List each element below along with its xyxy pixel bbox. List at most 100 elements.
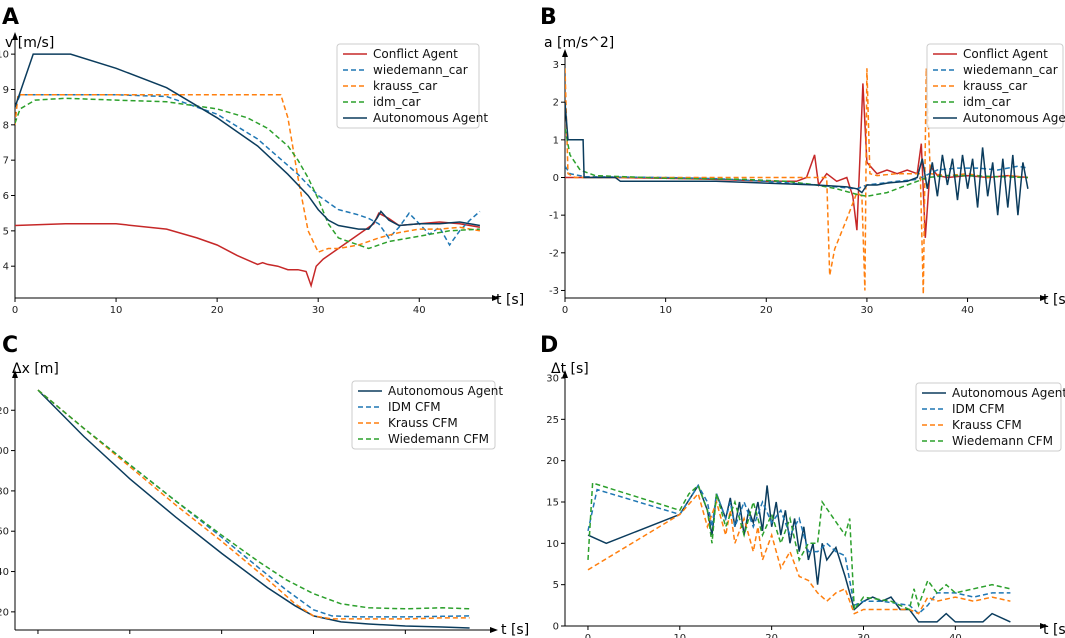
panel-a-x-tick-label: 10	[110, 305, 123, 316]
panel-a-x-arrow	[492, 295, 500, 301]
panel-a-y-arrow	[12, 32, 18, 40]
panel-d-legend-entry: Krauss CFM	[952, 418, 1022, 432]
panel-d-legend-box	[915, 382, 1062, 452]
panel-a-letter: A	[2, 5, 19, 30]
panel-c-legend-box	[351, 380, 496, 450]
panel-b-legend-box	[926, 43, 1064, 129]
panel-c-y-tick-label: 40	[0, 567, 9, 578]
panel-c-legend-entry: Autonomous Agent	[388, 384, 503, 398]
panel-b: Ba [m/s^2] t [s] 0 10 20 30 40 -3 -2 -1 0 1 2 3 Confli…	[540, 5, 1065, 316]
panel-c-series-krauss-cfm	[37, 389, 470, 620]
panel-a-y-tick-label: 7	[3, 156, 9, 167]
panel-d-y-tick-label: 5	[553, 580, 559, 591]
panel-b-series-idm-car	[565, 128, 1028, 198]
panel-a-series-wiedemann-car	[15, 94, 481, 247]
panel-a-y-tick-label: 6	[3, 191, 9, 202]
panel-b-legend-entry: idm_car	[963, 95, 1011, 109]
panel-a-x-tick-label: 40	[413, 305, 426, 316]
panel-b-x-tick-label: 30	[861, 305, 874, 316]
panel-c-letter: C	[2, 333, 18, 358]
panel-d-y-tick-label: 30	[546, 374, 559, 385]
panel-a-x-tick-label: 30	[312, 305, 325, 316]
panel-a-legend: Conflict Agent wiedemann_car krauss_caridm…	[336, 43, 488, 129]
panel-c-x-arrow	[490, 627, 498, 633]
panel-a-y-label: v [m/s]	[5, 35, 54, 51]
panel-b-legend-entry: krauss_car	[963, 79, 1027, 93]
panel-a: Av [m/s] t [s] 0 10 20 30 40 4 5 6 7 8 9 10 Conflict A…	[0, 5, 524, 316]
panel-d-y-tick-label: 10	[546, 539, 559, 550]
panel-a-y-tick-label: 5	[3, 226, 9, 237]
panel-a-x-tick-label: 20	[211, 305, 224, 316]
panel-a-legend-entry: krauss_car	[373, 79, 437, 93]
panel-a-legend-entry: Autonomous Agent	[373, 111, 488, 125]
panel-b-y-arrow	[562, 49, 568, 57]
panel-a-series-idm-car	[15, 97, 480, 250]
panel-b-y-tick-label: 2	[553, 98, 559, 109]
panel-d-x-label: t [s]	[1043, 622, 1065, 638]
panel-d-series-krauss-cfm	[587, 492, 1011, 615]
panel-b-series-conflict-agent	[565, 83, 1028, 238]
panel-b-x-tick-label: 20	[760, 305, 773, 316]
panel-b-series-autonomous-agent	[565, 102, 1029, 216]
panel-a-legend-entry: Conflict Agent	[373, 47, 458, 61]
panel-b-y-label: a [m/s^2]	[544, 35, 614, 51]
panel-b-x-arrow	[1040, 295, 1048, 301]
panel-b-y-tick-label: -2	[549, 248, 559, 259]
panel-d-x-arrow	[1040, 623, 1048, 629]
panel-c-series-wiedemann-cfm	[37, 389, 470, 610]
panel-c-y-label: Δx [m]	[12, 361, 59, 377]
panel-a-series-autonomous-agent	[15, 53, 481, 230]
panel-b-y-tick-label: -1	[549, 211, 559, 222]
panel-a-legend-box	[336, 43, 480, 129]
panel-c-y-tick-label: 120	[0, 406, 9, 417]
panel-c-x-label: t [s]	[501, 622, 529, 638]
panel-c: CΔx [m]t [s]01020304020406080100120Auton…	[0, 333, 529, 638]
panel-d-legend-entry: IDM CFM	[952, 402, 1005, 416]
panel-b-y-tick-label: -3	[549, 286, 559, 297]
panel-a-legend-entry: idm_car	[373, 95, 421, 109]
panel-d-letter: D	[540, 333, 558, 358]
panel-c-y-tick-label: 20	[0, 607, 9, 618]
panel-b-legend: Conflict Agent wiedemann_car krauss_caridm…	[926, 43, 1065, 129]
panel-a-x-tick-label: 0	[12, 305, 18, 316]
panel-c-y-arrow	[12, 370, 18, 378]
panel-a-x-label: t [s]	[496, 292, 524, 308]
panel-a-series-krauss-car	[15, 94, 481, 254]
panel-d-y-tick-label: 20	[546, 456, 559, 467]
panel-c-legend-entry: Wiedemann CFM	[388, 432, 489, 446]
panel-c-y-tick-label: 100	[0, 446, 9, 457]
panel-b-y-tick-label: 0	[553, 173, 559, 184]
panel-d-y-tick-label: 25	[546, 415, 559, 426]
panel-b-legend-entry: Autonomous Agent	[963, 111, 1065, 125]
panel-d-x-tick-label: 40	[949, 633, 962, 638]
panel-c-legend-entry: Krauss CFM	[388, 416, 458, 430]
panel-b-legend-entry: wiedemann_car	[963, 63, 1058, 77]
panel-d-series-wiedemann-cfm	[587, 481, 1011, 612]
panel-d-legend-entry: Autonomous Agent	[952, 386, 1065, 400]
panel-a-y-tick-label: 10	[0, 50, 9, 61]
panel-d: D Δt [s] t [s] 0 10 20 30 40 0 5 10 15 20 25 30 Autonom…	[540, 333, 1065, 638]
panel-d-x-tick-label: 20	[765, 633, 778, 638]
panel-d-y-arrow	[562, 370, 568, 378]
panel-b-x-label: t [s]	[1043, 292, 1065, 308]
panel-a-legend-entry: wiedemann_car	[373, 63, 468, 77]
panel-a-y-tick-label: 4	[3, 262, 9, 273]
panel-d-x-tick-label: 0	[585, 633, 591, 638]
panel-b-legend-entry: Conflict Agent	[963, 47, 1048, 61]
panel-c-y-tick-label: 60	[0, 527, 9, 538]
panel-b-x-tick-label: 10	[659, 305, 672, 316]
panel-c-y-tick-label: 80	[0, 486, 9, 497]
panel-d-series-idm-cfm	[587, 484, 1011, 615]
panel-d-legend: Autonomous Agent IDM CFM Krauss CFM Wiedema…	[915, 382, 1065, 452]
panel-c-legend: Autonomous Agent IDM CFM Krauss CFM Wiedema…	[351, 380, 503, 450]
panel-d-y-label: Δt [s]	[551, 361, 589, 377]
panel-b-x-tick-label: 40	[961, 305, 974, 316]
panel-a-y-tick-label: 9	[3, 85, 9, 96]
panel-a-y-tick-label: 8	[3, 120, 9, 131]
panel-b-y-tick-label: 1	[553, 135, 559, 146]
panel-d-y-tick-label: 0	[553, 622, 559, 633]
panel-b-x-tick-label: 0	[562, 305, 568, 316]
panel-b-letter: B	[540, 5, 557, 30]
panel-c-legend-entry: IDM CFM	[388, 400, 441, 414]
